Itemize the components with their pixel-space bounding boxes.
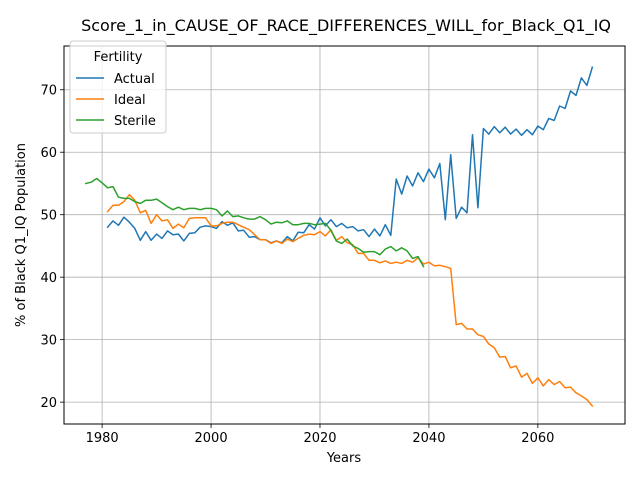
- legend-label-ideal: Ideal: [114, 93, 146, 108]
- x-tick-label: 2040: [412, 431, 445, 446]
- series-line-actual: [106, 66, 594, 244]
- legend-label-actual: Actual: [114, 72, 155, 87]
- x-tick-label: 1980: [86, 431, 119, 446]
- series-line-sterile: [84, 177, 425, 268]
- y-tick-label: 50: [40, 209, 57, 224]
- y-tick-label: 60: [40, 146, 57, 161]
- legend-box: [69, 40, 167, 134]
- y-tick-label: 40: [40, 271, 57, 286]
- chart-title: Score_1_in_CAUSE_OF_RACE_DIFFERENCES_WIL…: [81, 16, 611, 36]
- legend-title: Fertility: [94, 50, 143, 65]
- x-tick-label: 2060: [521, 431, 554, 446]
- legend-label-sterile: Sterile: [114, 114, 156, 129]
- x-tick-label: 2020: [303, 431, 336, 446]
- y-tick-label: 70: [40, 84, 57, 99]
- y-axis-title: % of Black Q1_IQ Population: [14, 143, 29, 327]
- axis-ticks: 1980 2000 2020 2040 2060 20 30 40 50 60 70: [40, 84, 554, 446]
- series-group: [84, 66, 594, 407]
- series-line-ideal: [106, 193, 594, 407]
- legend: Fertility Actual Ideal Sterile: [69, 40, 167, 134]
- plot-frame: [63, 45, 626, 425]
- y-tick-label: 20: [40, 396, 57, 411]
- y-tick-label: 30: [40, 334, 57, 349]
- x-tick-label: 2000: [195, 431, 228, 446]
- x-axis-title: Years: [326, 451, 362, 466]
